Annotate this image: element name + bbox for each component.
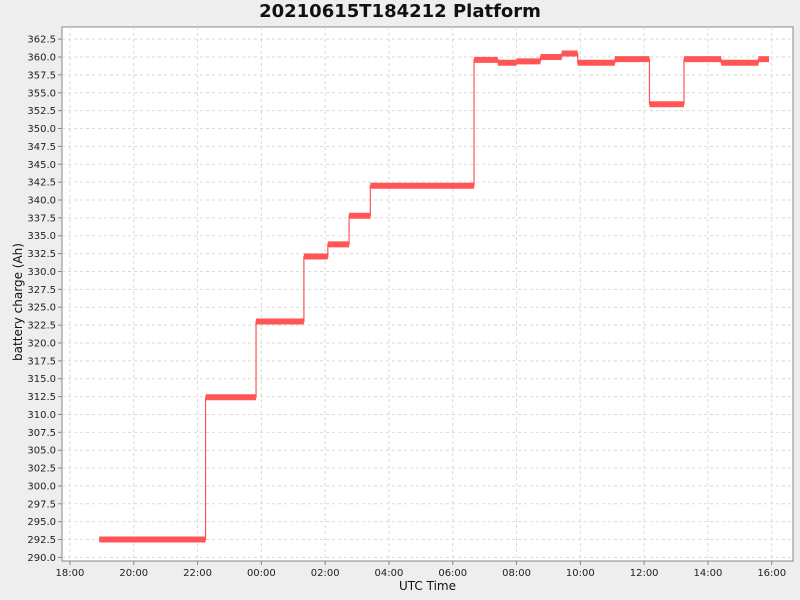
y-tick-label: 300.0 (27, 481, 56, 492)
y-tick-label: 337.5 (27, 213, 56, 224)
y-tick-label: 342.5 (27, 178, 56, 189)
x-tick-label: 22:00 (183, 568, 212, 579)
y-tick-label: 305.0 (27, 446, 56, 457)
plot-area (61, 26, 794, 562)
grid-lines (62, 27, 793, 561)
x-tick-label: 00:00 (247, 568, 276, 579)
y-tick-label: 362.5 (27, 35, 56, 46)
y-tick-label: 350.0 (27, 124, 56, 135)
x-axis-ticks: 18:00 20:00 22:00 00:00 02:00 04:00 06:00 08:00… (56, 561, 786, 579)
y-tick-label: 290.0 (27, 553, 56, 564)
y-tick-label: 322.5 (27, 321, 56, 332)
x-tick-label: 08:00 (502, 568, 531, 579)
y-tick-label: 302.5 (27, 464, 56, 475)
x-axis-label: UTC Time (399, 579, 456, 593)
y-tick-label: 345.0 (27, 160, 56, 171)
y-tick-label: 317.5 (27, 356, 56, 367)
x-tick-label: 18:00 (56, 568, 85, 579)
x-tick-label: 06:00 (438, 568, 467, 579)
x-tick-label: 10:00 (566, 568, 595, 579)
x-tick-label: 20:00 (119, 568, 148, 579)
y-tick-label: 347.5 (27, 142, 56, 153)
y-axis-ticks: 290.0 292.5 295.0 297.5 300.0 302.5 305.0 307.5… (27, 35, 62, 564)
y-tick-label: 330.0 (27, 267, 56, 278)
y-axis-label: battery charge (Ah) (11, 243, 25, 361)
y-tick-label: 295.0 (27, 517, 56, 528)
x-tick-label: 04:00 (375, 568, 404, 579)
y-tick-label: 325.0 (27, 303, 56, 314)
y-tick-label: 292.5 (27, 535, 56, 546)
y-tick-label: 335.0 (27, 231, 56, 242)
y-tick-label: 332.5 (27, 249, 56, 260)
y-tick-label: 352.5 (27, 106, 56, 117)
y-tick-label: 310.0 (27, 410, 56, 421)
y-tick-label: 357.5 (27, 70, 56, 81)
y-tick-label: 297.5 (27, 499, 56, 510)
y-tick-label: 355.0 (27, 88, 56, 99)
y-tick-label: 307.5 (27, 428, 56, 439)
y-tick-label: 320.0 (27, 338, 56, 349)
x-tick-label: 16:00 (757, 568, 786, 579)
chart-title: 20210615T184212 Platform (259, 1, 541, 22)
y-tick-label: 315.0 (27, 374, 56, 385)
y-tick-label: 360.0 (27, 53, 56, 64)
y-tick-label: 312.5 (27, 392, 56, 403)
y-tick-label: 340.0 (27, 195, 56, 206)
battery-charge-series (99, 50, 770, 543)
y-tick-label: 327.5 (27, 285, 56, 296)
x-tick-label: 14:00 (694, 568, 723, 579)
x-tick-label: 02:00 (311, 568, 340, 579)
x-tick-label: 12:00 (630, 568, 659, 579)
